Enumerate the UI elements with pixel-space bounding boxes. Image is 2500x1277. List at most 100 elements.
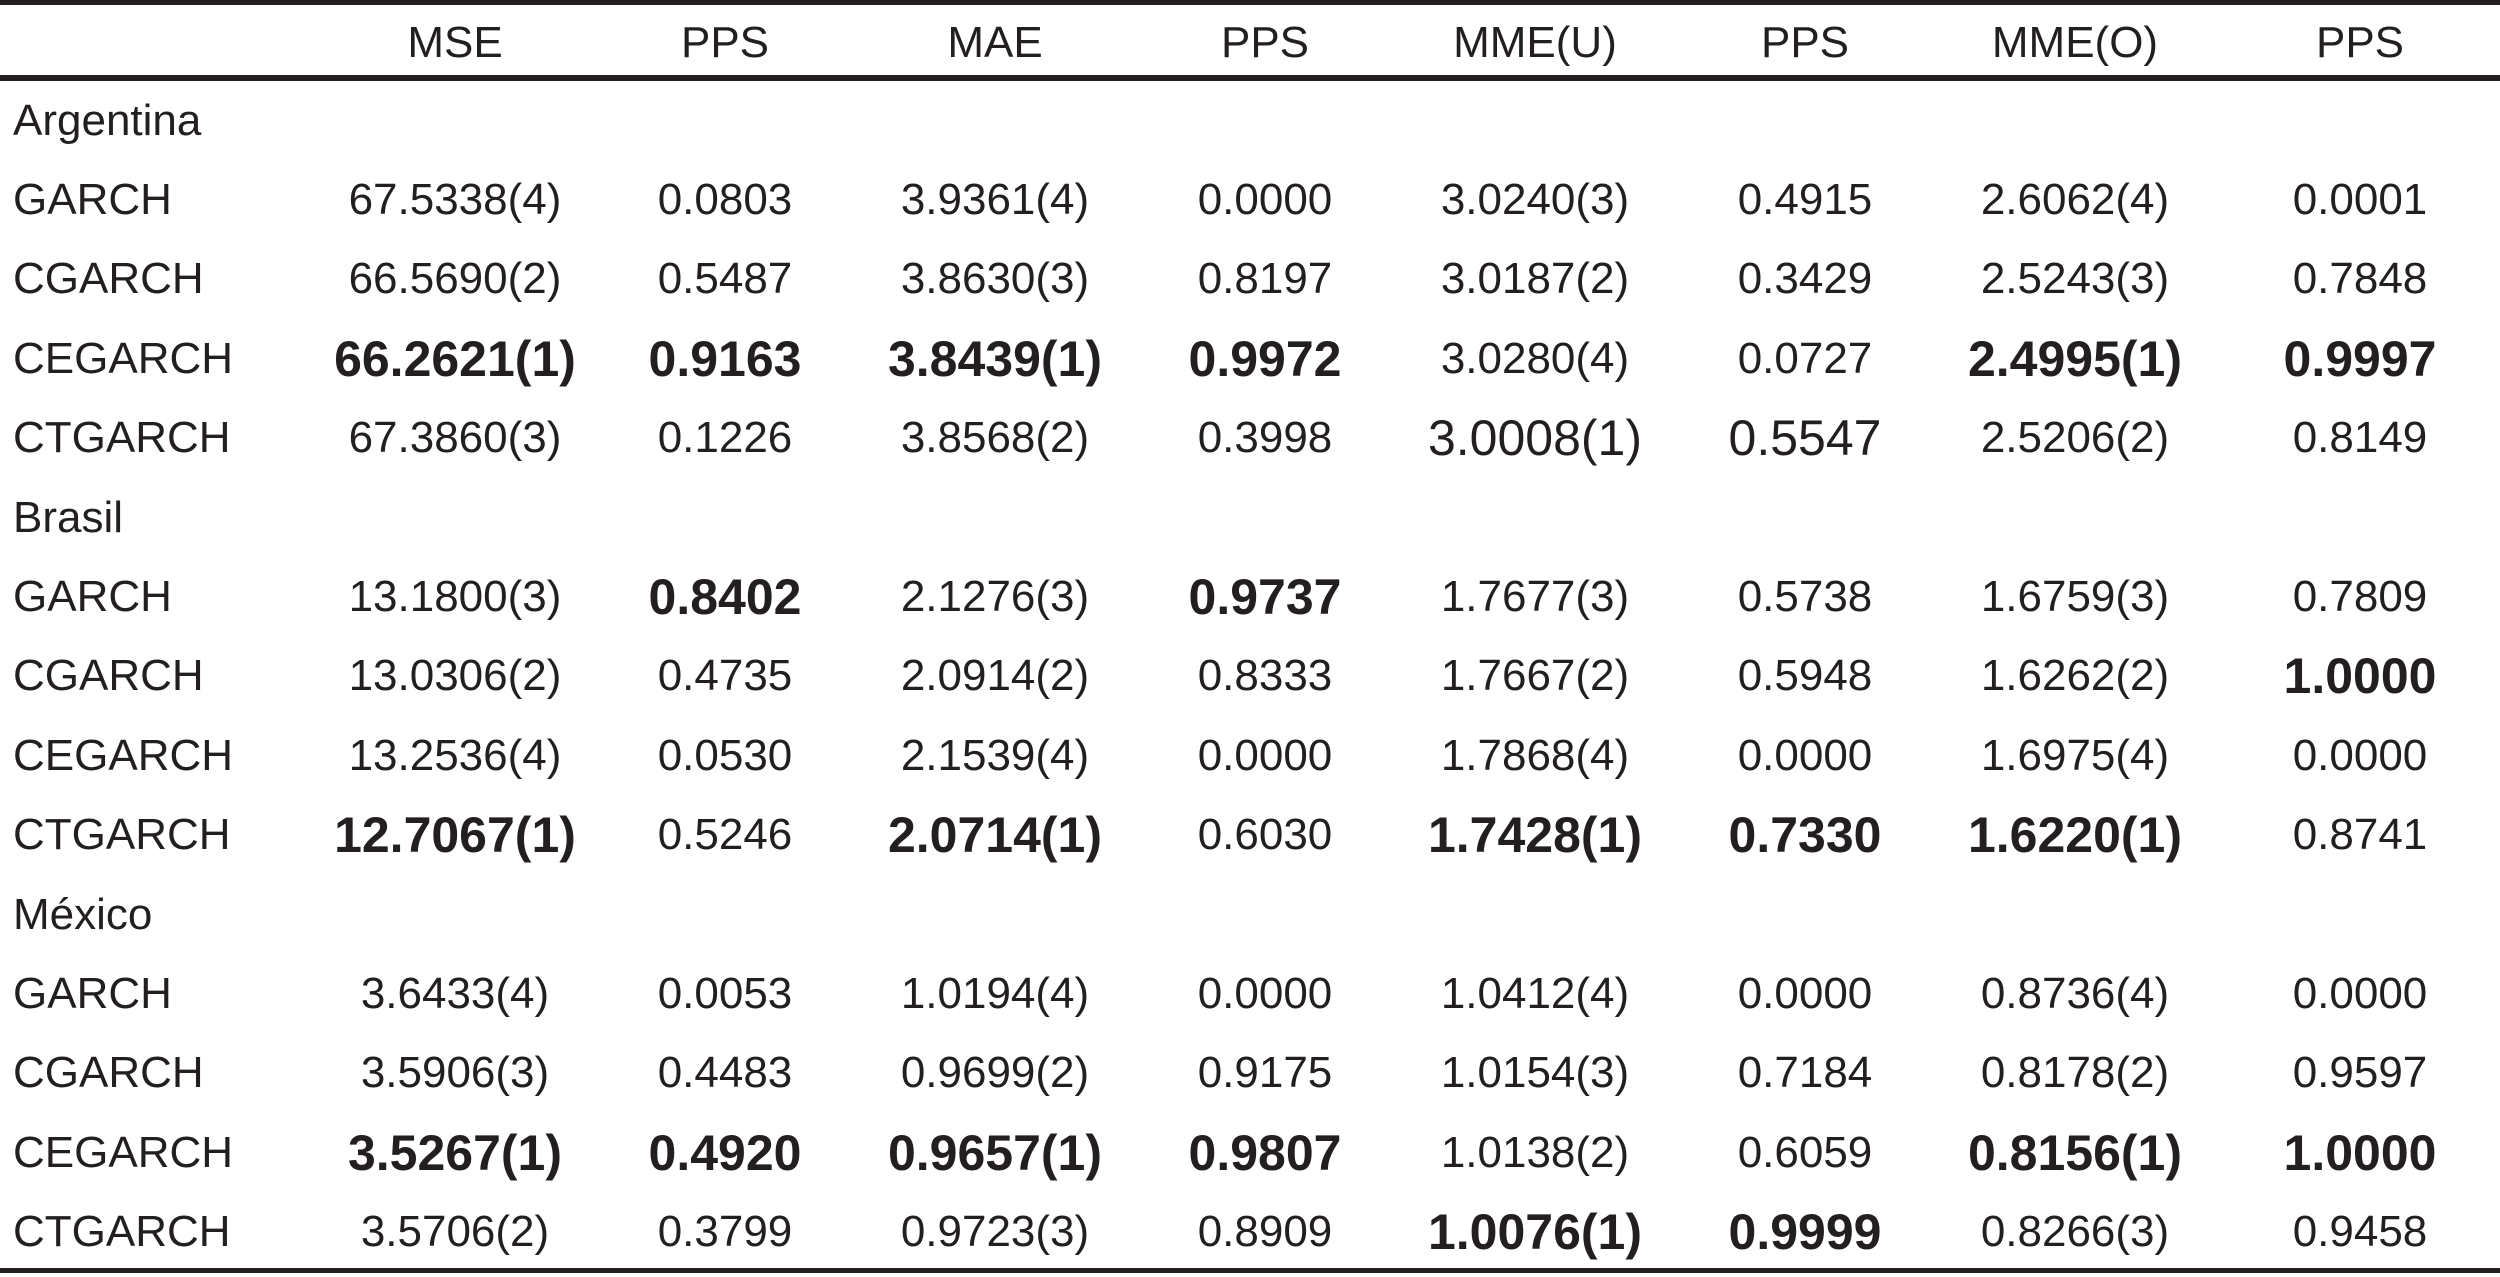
table-cell: 13.1800(3) (310, 557, 600, 636)
table-row: GARCH 3.6433(4) 0.0053 1.0194(4) 0.0000 1.041… (0, 954, 2500, 1033)
table-cell: 0.0000 (1680, 716, 1930, 795)
table-cell: 0.9699(2) (850, 1034, 1140, 1113)
table-cell: 0.0530 (600, 716, 850, 795)
table-cell: 1.7428(1) (1390, 796, 1680, 875)
table-cell: 0.6059 (1680, 1113, 1930, 1192)
model-label: CGARCH (0, 637, 310, 716)
table-cell: 13.2536(4) (310, 716, 600, 795)
model-label: CEGARCH (0, 319, 310, 398)
table-cell: 0.8266(3) (1930, 1192, 2220, 1271)
table-row: CEGARCH 13.2536(4) 0.0530 2.1539(4) 0.0000 1.… (0, 716, 2500, 795)
table-cell: 0.8736(4) (1930, 954, 2220, 1033)
table-cell: 0.9972 (1140, 319, 1390, 398)
table-cell: 1.7667(2) (1390, 637, 1680, 716)
table-cell: 0.1226 (600, 399, 850, 478)
table-cell: 0.8909 (1140, 1192, 1390, 1271)
table-cell: 3.0187(2) (1390, 240, 1680, 319)
table-row: CGARCH 66.5690(2) 0.5487 3.8630(3) 0.8197 3.0… (0, 240, 2500, 319)
table-cell: 0.6030 (1140, 796, 1390, 875)
table-cell: 66.5690(2) (310, 240, 600, 319)
table-cell: 0.7848 (2220, 240, 2500, 319)
table-cell: 2.6062(4) (1930, 160, 2220, 239)
table-row: CTGARCH 3.5706(2) 0.3799 0.9723(3) 0.8909 1.0… (0, 1192, 2500, 1271)
table-cell: 0.0000 (1140, 160, 1390, 239)
table-cell: 12.7067(1) (310, 796, 600, 875)
table-cell: 67.3860(3) (310, 399, 600, 478)
table-cell: 3.5906(3) (310, 1034, 600, 1113)
table-cell: 0.8156(1) (1930, 1113, 2220, 1192)
forecast-evaluation-table: MSE PPS MAE PPS MME(U) PPS MME(O) PPS Ar… (0, 5, 2500, 1272)
table-cell: 0.0053 (600, 954, 850, 1033)
table-cell: 1.0154(3) (1390, 1034, 1680, 1113)
table-row: GARCH 13.1800(3) 0.8402 2.1276(3) 0.9737 1.76… (0, 557, 2500, 636)
table-cell: 0.9657(1) (850, 1113, 1140, 1192)
table-cell: 0.9458 (2220, 1192, 2500, 1271)
table-body: Argentina GARCH 67.5338(4) 0.0803 3.9361(4) 0… (0, 81, 2500, 1272)
table-cell: 2.0714(1) (850, 796, 1140, 875)
model-label: CTGARCH (0, 1192, 310, 1271)
table-cell: 1.0194(4) (850, 954, 1140, 1033)
header-cell-mme-o: MME(O) (1930, 5, 2220, 81)
table-cell: 1.6220(1) (1930, 796, 2220, 875)
table-cell: 1.6262(2) (1930, 637, 2220, 716)
table-cell: 0.5487 (600, 240, 850, 319)
table-cell: 0.7330 (1680, 796, 1930, 875)
table-cell: 66.2621(1) (310, 319, 600, 398)
table-cell: 0.8178(2) (1930, 1034, 2220, 1113)
table-cell: 0.9723(3) (850, 1192, 1140, 1271)
model-label: CGARCH (0, 240, 310, 319)
table-cell: 1.0076(1) (1390, 1192, 1680, 1271)
model-label: CTGARCH (0, 796, 310, 875)
country-label: Brasil (0, 478, 2500, 557)
table-cell: 0.0000 (2220, 716, 2500, 795)
table-cell: 0.0803 (600, 160, 850, 239)
table-cell: 0.7184 (1680, 1034, 1930, 1113)
table-cell: 0.8149 (2220, 399, 2500, 478)
table-cell: 0.4483 (600, 1034, 850, 1113)
table-cell: 3.5706(2) (310, 1192, 600, 1271)
table-cell: 0.0000 (1680, 954, 1930, 1033)
table-cell: 0.3998 (1140, 399, 1390, 478)
table-cell: 0.3429 (1680, 240, 1930, 319)
table-cell: 0.5547 (1680, 399, 1930, 478)
table-cell: 0.0727 (1680, 319, 1930, 398)
table-cell: 0.3799 (600, 1192, 850, 1271)
header-cell-pps: PPS (2220, 5, 2500, 81)
model-label: CTGARCH (0, 399, 310, 478)
table-cell: 3.8568(2) (850, 399, 1140, 478)
table-cell: 0.9997 (2220, 319, 2500, 398)
table-cell: 0.9163 (600, 319, 850, 398)
table-cell: 0.8197 (1140, 240, 1390, 319)
table-cell: 0.8333 (1140, 637, 1390, 716)
table-cell: 1.6759(3) (1930, 557, 2220, 636)
table-cell: 0.5738 (1680, 557, 1930, 636)
model-label: GARCH (0, 557, 310, 636)
header-cell-pps: PPS (1140, 5, 1390, 81)
model-label: GARCH (0, 954, 310, 1033)
model-label: GARCH (0, 160, 310, 239)
table-cell: 1.0000 (2220, 1113, 2500, 1192)
table-cell: 0.5246 (600, 796, 850, 875)
table-cell: 2.5243(3) (1930, 240, 2220, 319)
model-label: CEGARCH (0, 716, 310, 795)
table-cell: 3.5267(1) (310, 1113, 600, 1192)
table-cell: 0.8402 (600, 557, 850, 636)
table-cell: 13.0306(2) (310, 637, 600, 716)
table-cell: 0.9807 (1140, 1113, 1390, 1192)
table-cell: 0.4915 (1680, 160, 1930, 239)
header-row: MSE PPS MAE PPS MME(U) PPS MME(O) PPS (0, 5, 2500, 81)
table-cell: 0.0001 (2220, 160, 2500, 239)
country-label: Argentina (0, 81, 2500, 160)
table-row: GARCH 67.5338(4) 0.0803 3.9361(4) 0.0000 3.02… (0, 160, 2500, 239)
header-cell-pps: PPS (600, 5, 850, 81)
table-cell: 0.0000 (2220, 954, 2500, 1033)
country-label: México (0, 875, 2500, 954)
table-cell: 0.0000 (1140, 716, 1390, 795)
group-row: Brasil (0, 478, 2500, 557)
table-cell: 1.6975(4) (1930, 716, 2220, 795)
table-cell: 2.0914(2) (850, 637, 1140, 716)
table-cell: 3.8630(3) (850, 240, 1140, 319)
table-row: CTGARCH 12.7067(1) 0.5246 2.0714(1) 0.6030 1.… (0, 796, 2500, 875)
table-cell: 0.8741 (2220, 796, 2500, 875)
